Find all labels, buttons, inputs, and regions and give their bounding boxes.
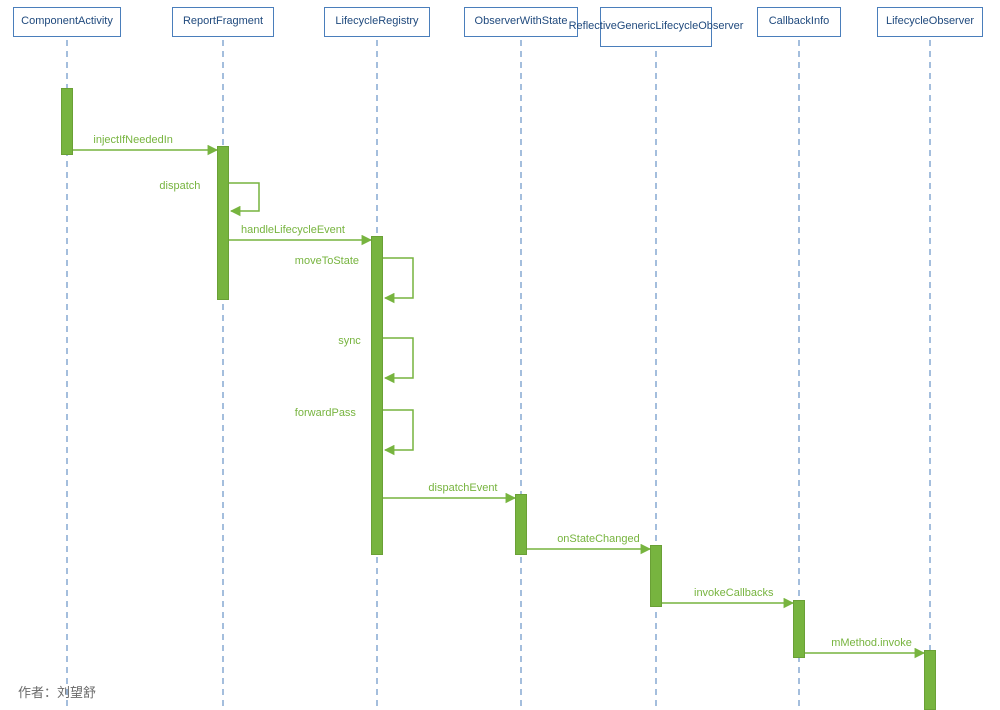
- activation-bar: [217, 146, 229, 300]
- participant-box: ComponentActivity: [13, 7, 121, 37]
- message-label: invokeCallbacks: [694, 587, 773, 599]
- message-label: moveToState: [295, 255, 359, 267]
- message-label: dispatch: [159, 180, 200, 192]
- message-label: onStateChanged: [557, 533, 640, 545]
- message-label: forwardPass: [295, 407, 356, 419]
- activation-bar: [515, 494, 527, 555]
- activation-bar: [61, 88, 73, 155]
- self-message-arrow: [383, 338, 413, 378]
- participant-box: LifecycleRegistry: [324, 7, 430, 37]
- self-message-arrow: [383, 410, 413, 450]
- self-message-arrow: [383, 258, 413, 298]
- activation-bar: [371, 236, 383, 555]
- message-label: injectIfNeededIn: [93, 134, 173, 146]
- author-label: 作者：刘望舒: [18, 682, 96, 701]
- participant-box: LifecycleObserver: [877, 7, 983, 37]
- activation-bar: [650, 545, 662, 607]
- participant-box: CallbackInfo: [757, 7, 841, 37]
- message-label: sync: [338, 335, 361, 347]
- self-message-arrow: [229, 183, 259, 211]
- message-label: handleLifecycleEvent: [241, 224, 345, 236]
- message-label: dispatchEvent: [428, 482, 497, 494]
- participant-box: ReflectiveGenericLifecycleObserver: [600, 7, 712, 47]
- participant-box: ObserverWithState: [464, 7, 578, 37]
- message-label: mMethod.invoke: [831, 637, 912, 649]
- participant-box: ReportFragment: [172, 7, 274, 37]
- activation-bar: [924, 650, 936, 710]
- activation-bar: [793, 600, 805, 658]
